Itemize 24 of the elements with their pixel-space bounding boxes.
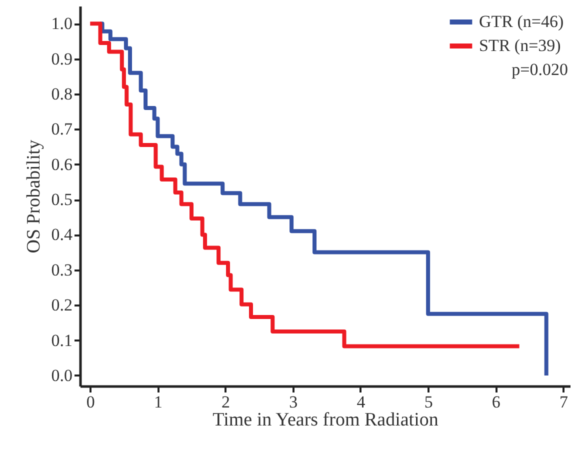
y-tick-label: 0.8 (51, 84, 72, 104)
legend-label: GTR (n=46) (479, 12, 564, 31)
x-tick-label: 4 (356, 392, 366, 412)
y-tick-label: 1.0 (51, 14, 72, 34)
x-axis-title: Time in Years from Radiation (212, 410, 439, 430)
y-tick-label: 0.2 (51, 296, 72, 315)
x-tick-label: 2 (222, 392, 230, 412)
y-tick-label: 0.4 (51, 225, 73, 244)
legend-label: STR (n=39) (479, 36, 561, 55)
y-tick-label: 0.9 (51, 49, 72, 68)
y-axis-title: OS Probability (23, 139, 44, 254)
annotation: p=0.020 (512, 60, 568, 79)
y-tick-label: 0.7 (51, 120, 73, 139)
x-tick-label: 1 (154, 392, 162, 412)
y-tick-label: 0.5 (51, 190, 72, 210)
y-tick-label: 0.6 (51, 154, 72, 174)
x-tick-label: 7 (559, 392, 568, 412)
y-tick-label: 0.3 (51, 260, 72, 280)
x-tick-label: 6 (492, 392, 500, 412)
x-tick-label: 3 (289, 392, 298, 412)
x-tick-label: 5 (424, 392, 433, 412)
y-tick-label: 0.1 (51, 330, 72, 350)
x-tick-label: 0 (86, 392, 95, 412)
y-tick-label: 0.0 (51, 366, 72, 385)
